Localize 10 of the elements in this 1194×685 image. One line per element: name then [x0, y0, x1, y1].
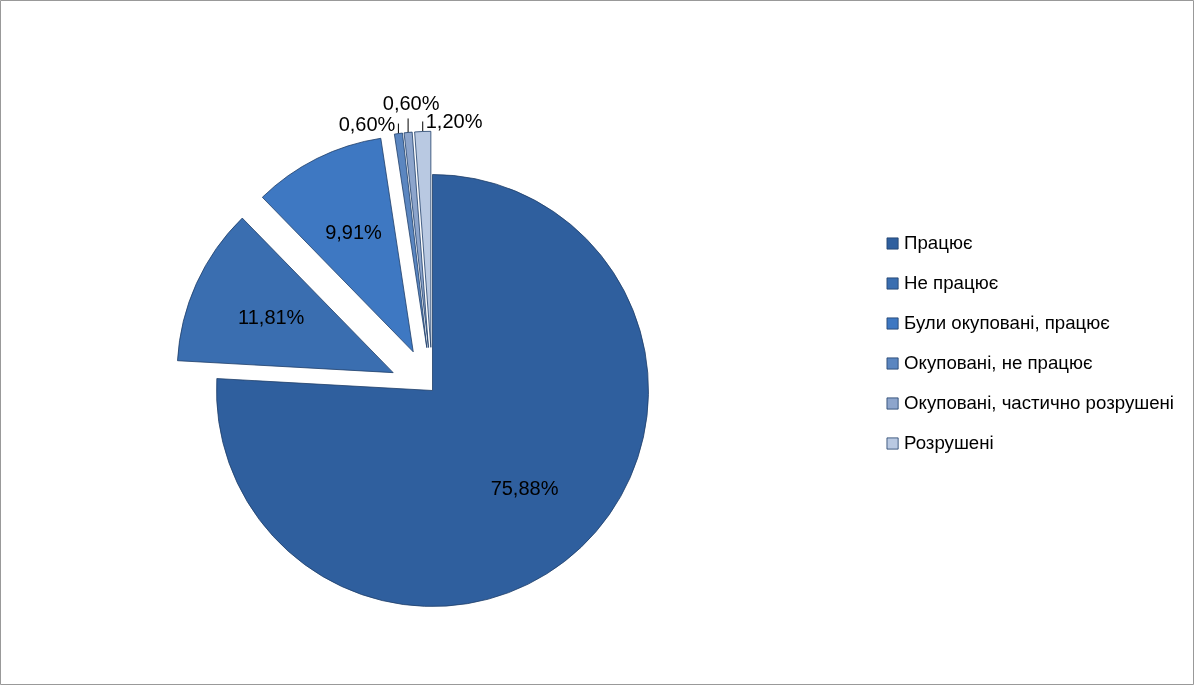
- legend-label: Розрушені: [904, 431, 994, 454]
- legend-label: Окуповані, частично розрушені: [904, 391, 1174, 414]
- data-label: 0,60%: [338, 112, 396, 135]
- data-label: 75,88%: [490, 476, 559, 499]
- legend-label: Окуповані, не працює: [904, 351, 1093, 374]
- data-label: 11,81%: [238, 306, 305, 329]
- legend-label: Були окуповані, працює: [904, 311, 1110, 334]
- data-label: 9,91%: [325, 220, 383, 243]
- legend-label: Не працює: [904, 271, 999, 294]
- legend-label: Працює: [904, 231, 973, 254]
